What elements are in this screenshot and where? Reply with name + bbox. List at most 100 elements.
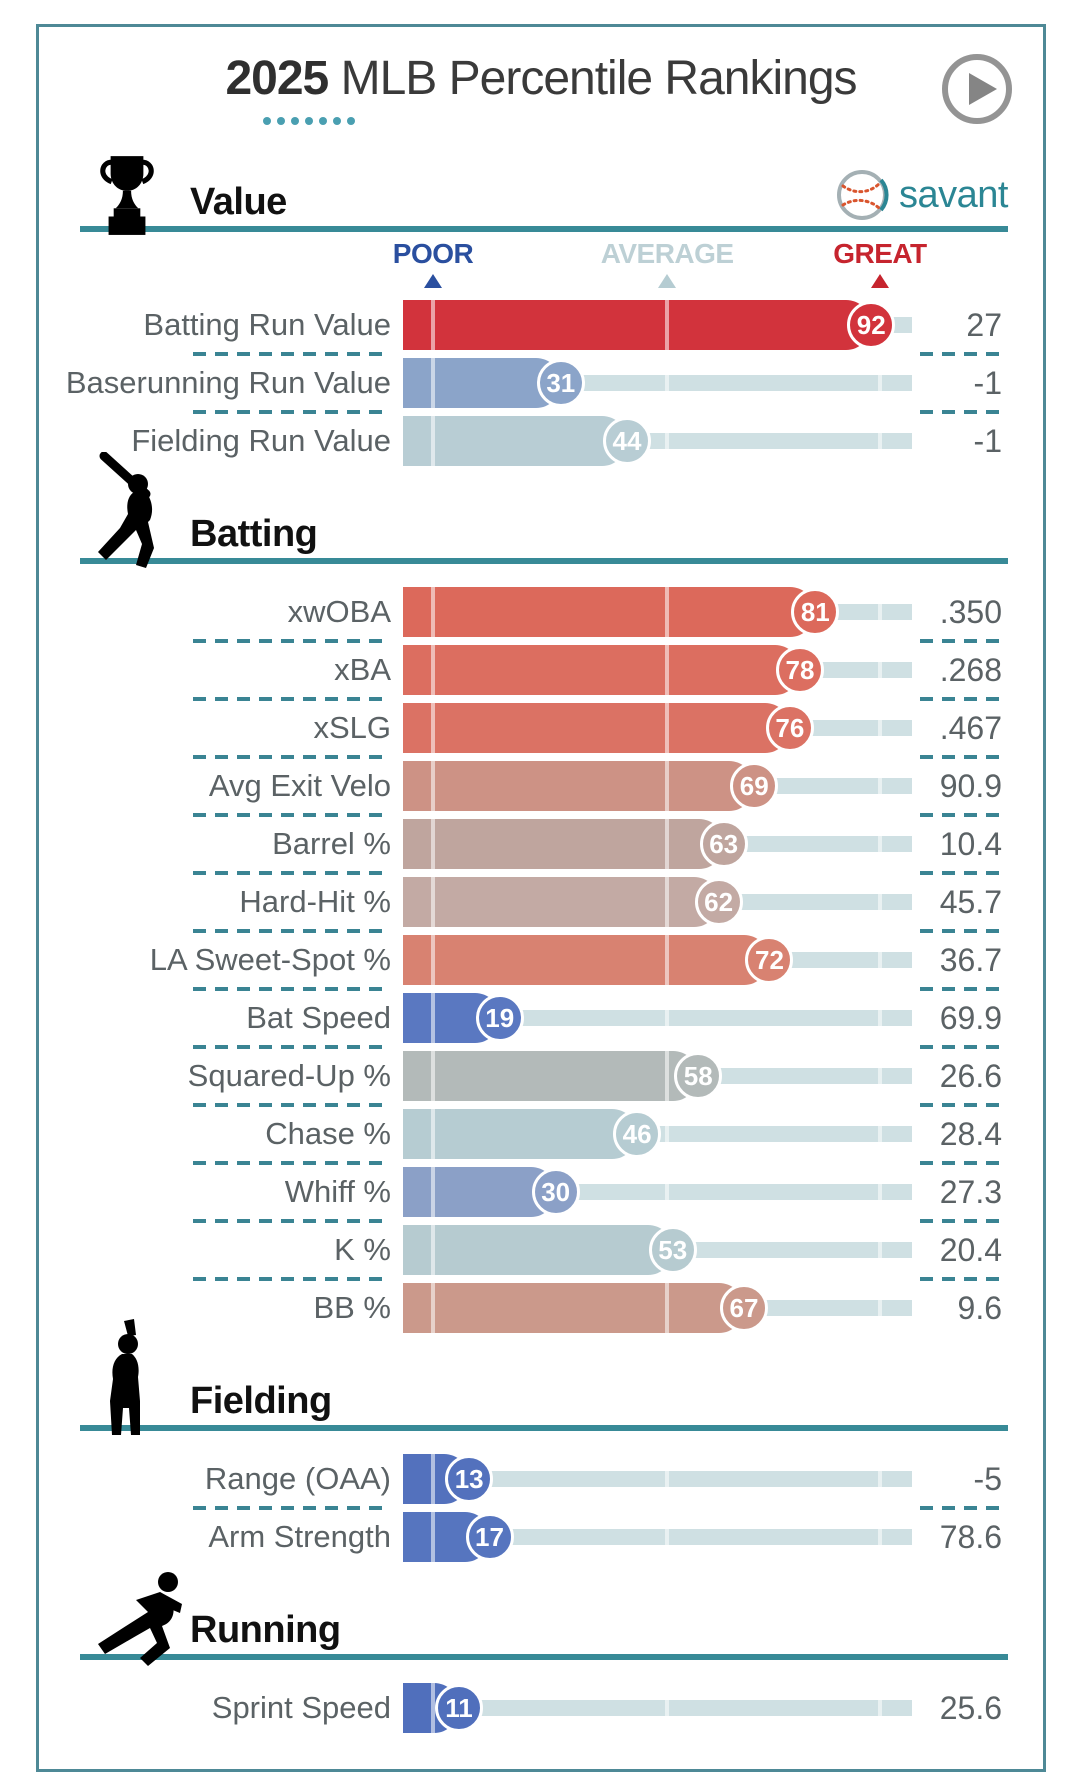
scale-tick <box>665 300 670 350</box>
row-separator <box>39 408 1043 416</box>
stat-row: K % 53 20.4 <box>39 1225 1043 1275</box>
title-text: MLB Percentile Rankings <box>328 52 858 105</box>
percentile-bar: 44 <box>403 416 912 466</box>
stat-row: Bat Speed 19 69.9 <box>39 993 1043 1043</box>
row-separator <box>39 811 1043 819</box>
stat-label: Squared-Up % <box>187 1058 391 1093</box>
stat-value: 27.3 <box>939 1173 1002 1210</box>
bar-fill <box>403 1051 699 1101</box>
bar-track <box>403 1700 912 1716</box>
separator-dash-right <box>920 929 1002 933</box>
section-title-batting: Batting <box>190 513 318 555</box>
rows-fielding: Range (OAA) 13 -5 Arm Strength 17 78.6 <box>39 1431 1043 1562</box>
stat-label: Chase % <box>265 1116 391 1151</box>
percentile-bar: 78 <box>403 645 912 695</box>
scale-tick <box>877 1683 882 1733</box>
fielder-icon <box>94 1319 156 1437</box>
row-separator <box>39 637 1043 645</box>
stat-row: Whiff % 30 27.3 <box>39 1167 1043 1217</box>
separator-dash-left <box>193 813 390 817</box>
stat-value: 9.6 <box>957 1289 1002 1326</box>
scale-tick <box>665 1512 670 1562</box>
stat-row: Batting Run Value 92 27 <box>39 300 1043 350</box>
scale-tick <box>877 645 882 695</box>
stat-row: BB % 67 9.6 <box>39 1283 1043 1333</box>
scale-tick <box>877 1167 882 1217</box>
stat-label: Arm Strength <box>208 1519 391 1554</box>
separator-dash-right <box>920 871 1002 875</box>
section-header-batting: Batting <box>80 451 1008 568</box>
separator-dash-right <box>920 352 1002 356</box>
title-block: 2025 MLB Percentile Rankings <box>39 27 1043 131</box>
percentile-bar: 11 <box>403 1683 912 1733</box>
percentile-value-circle: 44 <box>602 417 651 465</box>
section-batting: Batting xwOBA 81 .350 xBA 78 .268 xSLG 76 .467 Avg… <box>39 451 1043 1333</box>
stat-label: Baserunning Run Value <box>65 365 391 400</box>
row-separator <box>39 1275 1043 1283</box>
bar-fill <box>403 703 790 753</box>
rows-batting: xwOBA 81 .350 xBA 78 .268 xSLG 76 .467 Avg Exit V… <box>39 564 1043 1333</box>
stat-value: 26.6 <box>939 1057 1002 1094</box>
row-separator <box>39 1043 1043 1051</box>
percentile-bar: 92 <box>403 300 912 350</box>
percentile-value-circle: 78 <box>776 646 825 694</box>
percentile-value-circle: 63 <box>699 820 748 868</box>
percentile-bar: 63 <box>403 819 912 869</box>
scale-tick <box>431 358 436 408</box>
bar-fill <box>403 1225 673 1275</box>
title-dots-decoration <box>263 117 355 125</box>
scale-label-great: GREAT <box>833 238 927 269</box>
stat-value: .467 <box>939 709 1002 746</box>
stat-value: -5 <box>973 1460 1002 1497</box>
percentile-bar: 31 <box>403 358 912 408</box>
bar-track <box>403 1471 912 1487</box>
scale-tick <box>665 703 670 753</box>
section-title-value: Value <box>190 181 287 223</box>
percentile-value-circle: 72 <box>745 936 794 984</box>
section-value: Value savant POOR AVERAGE GREAT Batting Run V… <box>39 131 1043 466</box>
percentile-bar: 46 <box>403 1109 912 1159</box>
stat-row: Baserunning Run Value 31 -1 <box>39 358 1043 408</box>
scale-tick <box>877 587 882 637</box>
trophy-icon <box>94 152 160 238</box>
scale-tick <box>877 1454 882 1504</box>
scale-tick <box>665 1051 670 1101</box>
separator-dash-left <box>193 871 390 875</box>
separator-dash-left <box>193 1045 390 1049</box>
section-header-running: Running <box>80 1562 1008 1666</box>
stat-label: Barrel % <box>272 826 391 861</box>
scale-tick <box>431 1512 436 1562</box>
separator-dash-left <box>193 352 390 356</box>
play-button[interactable] <box>939 51 1015 127</box>
percentile-value-circle: 17 <box>465 1513 514 1561</box>
section-header-value: Value savant <box>80 131 1008 235</box>
stat-value: 45.7 <box>939 883 1002 920</box>
page-title: 2025 MLB Percentile Rankings <box>39 27 1043 106</box>
scale-tick <box>877 935 882 985</box>
scale-tick <box>877 703 882 753</box>
stat-label: xSLG <box>313 710 391 745</box>
stat-value: 78.6 <box>939 1518 1002 1555</box>
baseball-icon <box>835 168 889 222</box>
separator-dash-left <box>193 1277 390 1281</box>
scale-tick <box>431 416 436 466</box>
stat-label: xwOBA <box>287 594 391 629</box>
stat-row: Chase % 46 28.4 <box>39 1109 1043 1159</box>
row-separator <box>39 695 1043 703</box>
percentile-value-circle: 53 <box>648 1226 697 1274</box>
percentile-value-circle: 67 <box>720 1284 769 1332</box>
bar-fill <box>403 761 755 811</box>
separator-dash-left <box>193 1161 390 1165</box>
savant-logo[interactable]: savant <box>835 168 1008 222</box>
scale-marker-poor-icon <box>424 274 443 288</box>
percentile-bar: 69 <box>403 761 912 811</box>
scale-tick <box>665 1283 670 1333</box>
bar-fill <box>403 358 561 408</box>
stat-label: Fielding Run Value <box>131 423 391 458</box>
row-separator <box>39 1159 1043 1167</box>
stat-label: Whiff % <box>284 1174 391 1209</box>
percentile-value-circle: 30 <box>531 1168 580 1216</box>
separator-dash-left <box>193 410 390 414</box>
stat-row: LA Sweet-Spot % 72 36.7 <box>39 935 1043 985</box>
